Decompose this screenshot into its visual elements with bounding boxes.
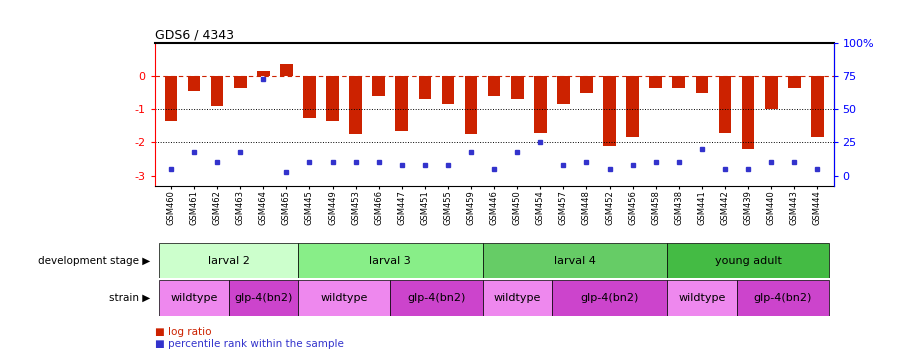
Bar (165, 76, 177, 121)
Bar (580, 76, 593, 93)
Bar (737, 280, 829, 316)
Text: glp-4(bn2): glp-4(bn2) (753, 293, 812, 303)
Bar (297, 280, 391, 316)
Bar (395, 76, 408, 131)
Bar (557, 76, 570, 104)
Text: GDS6 / 4343: GDS6 / 4343 (155, 29, 234, 42)
Bar (488, 76, 500, 96)
Text: ■ log ratio: ■ log ratio (155, 327, 211, 337)
Text: ■ percentile rank within the sample: ■ percentile rank within the sample (155, 339, 344, 349)
Text: larval 4: larval 4 (554, 256, 596, 266)
Bar (534, 76, 547, 132)
Bar (465, 76, 477, 134)
Text: young adult: young adult (715, 256, 782, 266)
Text: development stage ▶: development stage ▶ (38, 256, 150, 266)
Bar (159, 243, 297, 278)
Bar (764, 76, 777, 109)
Bar (649, 76, 662, 88)
Text: glp-4(bn2): glp-4(bn2) (580, 293, 639, 303)
Bar (603, 76, 616, 146)
Text: wildtype: wildtype (170, 293, 217, 303)
Bar (372, 76, 385, 96)
Text: wildtype: wildtype (678, 293, 726, 303)
Bar (672, 76, 685, 88)
Bar (188, 76, 201, 91)
Bar (391, 280, 483, 316)
Bar (303, 76, 316, 117)
Bar (441, 76, 454, 104)
Text: larval 3: larval 3 (369, 256, 411, 266)
Bar (228, 280, 297, 316)
Bar (626, 76, 639, 137)
Bar (741, 76, 754, 149)
Bar (668, 243, 829, 278)
Text: wildtype: wildtype (321, 293, 367, 303)
Text: wildtype: wildtype (494, 293, 541, 303)
Bar (511, 76, 523, 99)
Bar (349, 76, 362, 134)
Bar (159, 280, 228, 316)
Text: glp-4(bn2): glp-4(bn2) (234, 293, 293, 303)
Bar (811, 76, 823, 137)
Text: glp-4(bn2): glp-4(bn2) (407, 293, 466, 303)
Text: larval 2: larval 2 (207, 256, 250, 266)
Bar (326, 76, 339, 121)
Bar (234, 76, 247, 88)
Bar (257, 71, 270, 76)
Bar (787, 76, 800, 88)
Bar (668, 280, 737, 316)
Bar (552, 280, 668, 316)
Bar (483, 280, 552, 316)
Bar (695, 76, 708, 93)
Bar (280, 64, 293, 76)
Bar (483, 243, 668, 278)
Bar (418, 76, 431, 99)
Bar (211, 76, 224, 106)
Text: strain ▶: strain ▶ (109, 293, 150, 303)
Bar (297, 243, 483, 278)
Bar (718, 76, 731, 132)
